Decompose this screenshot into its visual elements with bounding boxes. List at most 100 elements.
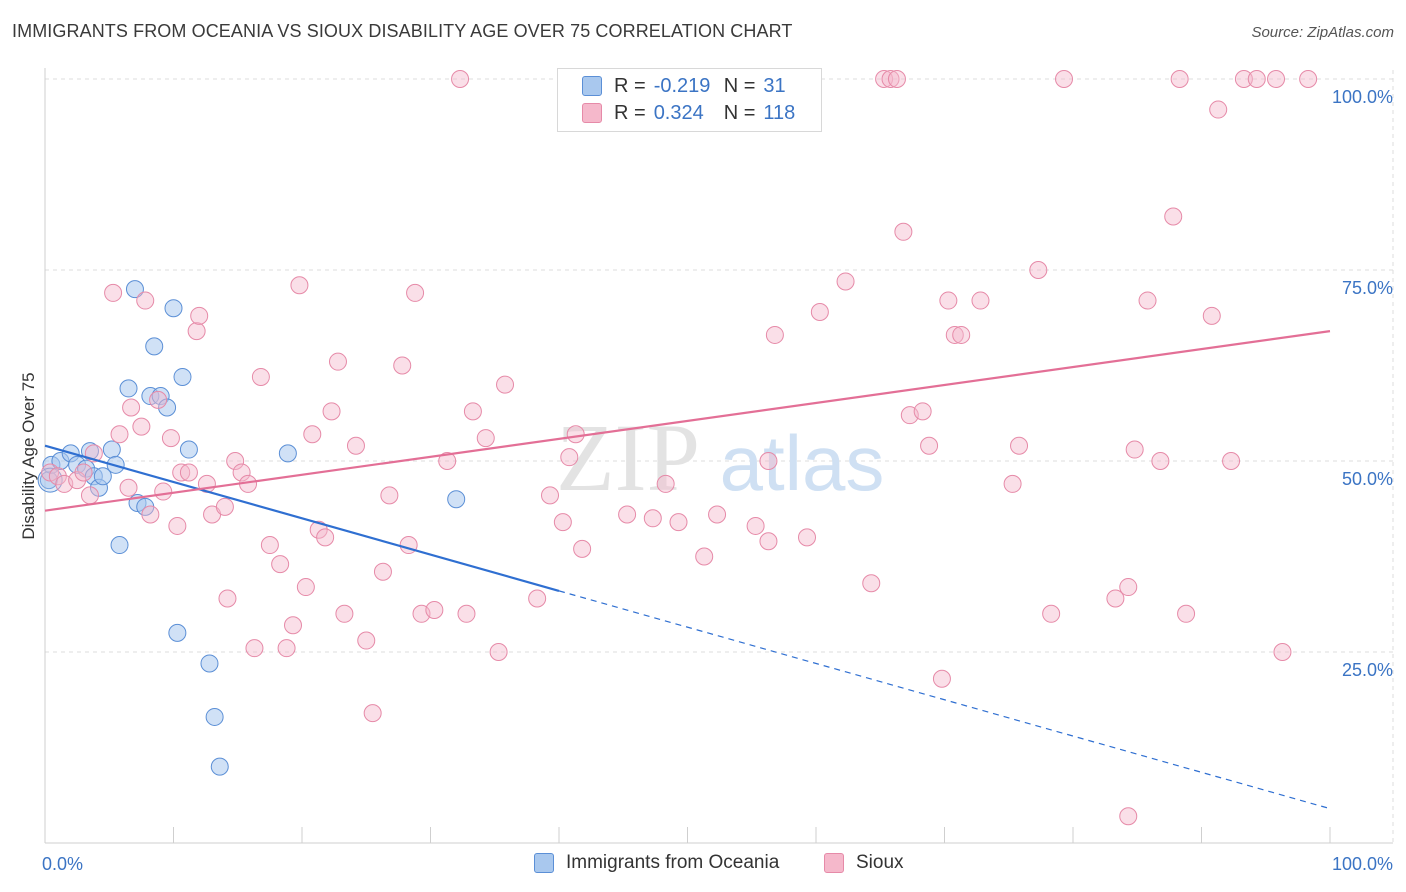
sioux-point bbox=[316, 528, 335, 547]
oceania-point bbox=[200, 654, 219, 673]
sioux-point bbox=[104, 283, 123, 302]
sioux-point bbox=[695, 547, 714, 566]
sioux-point bbox=[476, 429, 495, 448]
sioux-point bbox=[945, 325, 964, 344]
sioux-point bbox=[303, 425, 322, 444]
oceania-point bbox=[102, 440, 121, 459]
sioux-point bbox=[566, 425, 585, 444]
oceania-point bbox=[210, 757, 229, 776]
oceania-point bbox=[173, 367, 192, 386]
oceania-point bbox=[164, 299, 183, 318]
sioux-point bbox=[457, 604, 476, 623]
sioux-point bbox=[1106, 589, 1125, 608]
sioux-point bbox=[119, 478, 138, 497]
sioux-point bbox=[215, 497, 234, 516]
sioux-point bbox=[560, 448, 579, 467]
y-tick-label: 100.0% bbox=[1332, 87, 1393, 107]
sioux-point bbox=[875, 70, 894, 88]
sioux-point bbox=[149, 390, 168, 409]
legend-n-label: N = bbox=[723, 101, 756, 124]
oceania-point bbox=[205, 707, 224, 726]
sioux-point bbox=[328, 352, 347, 371]
sioux-swatch bbox=[824, 853, 844, 873]
oceania-legend-label: Immigrants from Oceania bbox=[566, 852, 780, 873]
oceania-point bbox=[93, 467, 112, 486]
sioux-point bbox=[284, 616, 303, 635]
sioux-point bbox=[463, 402, 482, 421]
sioux-point bbox=[913, 402, 932, 421]
sioux-point bbox=[122, 398, 141, 417]
sioux-point bbox=[1138, 291, 1157, 310]
oceania-point bbox=[447, 490, 466, 509]
oceania-point bbox=[179, 440, 198, 459]
sioux-point bbox=[1010, 436, 1029, 455]
sioux-point bbox=[373, 562, 392, 581]
sioux-point bbox=[290, 276, 309, 295]
source-label: Source: ZipAtlas.com bbox=[1251, 24, 1394, 41]
y-tick-label: 25.0% bbox=[1342, 660, 1393, 680]
x-tick-label: 100.0% bbox=[1332, 854, 1393, 874]
sioux-point bbox=[277, 639, 296, 658]
sioux-point bbox=[1273, 643, 1292, 661]
oceania-point bbox=[119, 379, 138, 398]
sioux-point bbox=[141, 505, 160, 524]
sioux-point bbox=[971, 291, 990, 310]
sioux-point bbox=[80, 486, 99, 505]
sioux-point bbox=[939, 291, 958, 310]
sioux-point bbox=[894, 222, 913, 241]
oceania-trend-extension bbox=[558, 590, 1331, 810]
sioux-point bbox=[1170, 70, 1189, 88]
sioux-point bbox=[746, 516, 765, 535]
chart-title: IMMIGRANTS FROM OCEANIA VS SIOUX DISABIL… bbox=[12, 21, 793, 41]
sioux-point bbox=[393, 356, 412, 375]
sioux-point bbox=[154, 482, 173, 501]
oceania-point bbox=[278, 444, 297, 463]
sioux-point bbox=[309, 520, 328, 539]
sioux-point bbox=[1119, 807, 1138, 826]
sioux-point bbox=[296, 578, 315, 597]
sioux-points bbox=[41, 70, 1318, 826]
y-tick-label: 50.0% bbox=[1342, 469, 1393, 489]
sioux-point bbox=[810, 303, 829, 322]
sioux-point bbox=[656, 474, 675, 493]
sioux-point bbox=[1209, 100, 1228, 119]
oceania-point bbox=[158, 398, 177, 417]
sioux-point bbox=[271, 555, 290, 574]
sioux-point bbox=[132, 417, 151, 436]
legend-n-value: 31 bbox=[763, 74, 786, 97]
sioux-point bbox=[765, 325, 784, 344]
sioux-trend-line bbox=[44, 330, 1331, 512]
sioux-point bbox=[862, 574, 881, 593]
sioux-point bbox=[346, 436, 365, 455]
sioux-point bbox=[110, 425, 129, 444]
sioux-point bbox=[1125, 440, 1144, 459]
tick-labels: 25.0% 50.0% 75.0% 100.0% 0.0% 100.0% bbox=[42, 87, 1393, 874]
sioux-point bbox=[1119, 578, 1138, 597]
sioux-point bbox=[541, 486, 560, 505]
sioux-point bbox=[232, 463, 251, 482]
sioux-point bbox=[489, 643, 508, 661]
sioux-point bbox=[1267, 70, 1286, 88]
sioux-swatch bbox=[582, 103, 602, 123]
sioux-point bbox=[245, 639, 264, 658]
sioux-point bbox=[1202, 306, 1221, 325]
sioux-point bbox=[1151, 452, 1170, 470]
sioux-point bbox=[881, 70, 900, 88]
sioux-point bbox=[1247, 70, 1266, 88]
sioux-point bbox=[187, 322, 206, 341]
sioux-point bbox=[357, 631, 376, 650]
sioux-point bbox=[643, 509, 662, 528]
sioux-point bbox=[618, 505, 637, 524]
sioux-point bbox=[168, 516, 187, 535]
sioux-point bbox=[528, 589, 547, 608]
axes bbox=[44, 68, 1393, 844]
oceania-points bbox=[37, 280, 466, 776]
sioux-point bbox=[48, 467, 67, 486]
sioux-point bbox=[573, 539, 592, 558]
watermark-atlas: atlas bbox=[720, 419, 885, 507]
legend-item-oceania: Immigrants from Oceania bbox=[534, 852, 779, 874]
sioux-point bbox=[218, 589, 237, 608]
sioux-point bbox=[322, 402, 341, 421]
legend-item-sioux: Sioux bbox=[824, 852, 904, 874]
